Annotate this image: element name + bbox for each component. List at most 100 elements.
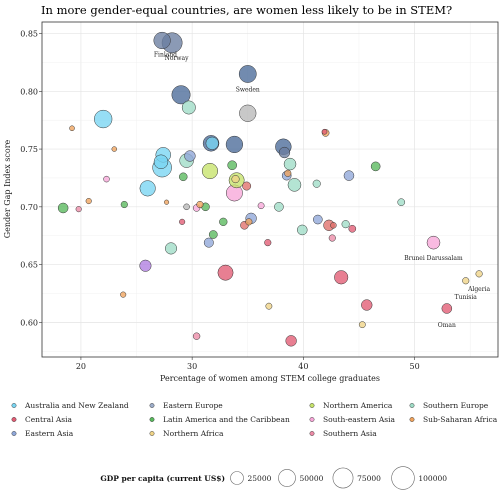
country-point [85,198,92,205]
country-point [225,135,243,154]
country-point [297,224,308,236]
country-point [231,175,240,184]
country-point [245,218,253,226]
country-point [69,125,75,132]
y-tick-label: 0.85 [20,30,38,39]
size-legend-label: 75000 [357,474,381,483]
country-label: Oman [438,322,456,329]
legend-swatch [11,417,17,422]
x-axis-ticks: 20 30 40 50 [76,357,420,371]
country-point [334,270,349,285]
legend-swatch [149,403,155,408]
country-point [178,172,188,182]
legend-label: Sub-Saharan Africa [423,415,498,424]
country-point [111,146,118,152]
country-point [139,180,156,197]
country-point [203,237,214,248]
x-tick-label: 20 [76,362,86,371]
country-point [153,154,169,169]
country-label: Algeria [467,286,490,293]
country-point [227,160,237,171]
country-point [238,65,257,83]
legend-label: Australia and New Zealand [24,401,129,410]
legend-swatch [309,417,315,422]
legend-label: South-eastern Asia [323,415,396,424]
plot-frame [41,21,499,358]
x-tick-label: 50 [409,362,419,371]
legend-swatch [309,403,315,408]
size-legend-circle [332,467,354,489]
country-point [287,178,302,192]
country-label: Norway [165,55,189,62]
country-point [165,242,178,255]
size-legend: GDP per capita (current US$) 25000 50000 75… [100,466,447,490]
country-point [75,206,82,213]
country-label: Tunisia [455,294,478,301]
country-point [475,270,483,278]
legend-swatch [11,403,17,408]
country-point [103,175,110,183]
country-point [94,109,113,129]
country-label: Finland [154,52,177,59]
country-point [370,161,381,172]
country-point [217,264,234,281]
y-tick-label: 0.65 [20,261,38,270]
country-point [139,259,152,272]
legend-swatch [409,417,415,422]
country-point [441,303,453,314]
country-point [120,200,128,209]
legend-label: Northern Africa [163,429,224,438]
country-point [184,150,196,162]
data-points [57,31,483,347]
country-point [462,277,470,285]
size-legend-label: 100000 [418,474,447,483]
region-legend: Australia and New Zealand Central Asia Eas… [11,401,498,438]
country-point [284,169,292,177]
country-point [426,235,441,250]
country-point [348,224,357,233]
country-point [171,85,191,105]
country-point [257,202,265,210]
country-point [397,198,406,207]
country-point [242,181,252,191]
y-tick-label: 0.60 [20,318,38,327]
country-point [343,170,355,181]
size-legend-circle [278,469,296,487]
country-point [278,146,291,159]
country-point [285,335,297,347]
country-point [312,179,321,188]
country-point [264,239,272,247]
x-axis-label: Percentage of women among STEM college g… [160,374,380,383]
country-point [205,136,219,150]
size-legend-circle [230,471,244,485]
size-legend-label: 25000 [248,474,272,483]
legend-swatch [309,431,315,436]
country-point [330,222,337,229]
country-point [179,218,186,225]
country-point [328,234,336,242]
country-point [361,299,373,311]
legend-swatch [409,403,415,408]
x-tick-label: 40 [298,362,308,371]
country-point [153,31,171,50]
country-point [265,302,273,310]
country-point [196,200,204,209]
size-legend-circle [391,466,415,490]
y-tick-label: 0.75 [20,145,38,154]
size-legend-title: GDP per capita (current US$) [100,474,225,483]
country-point [208,230,218,239]
country-point [274,202,284,212]
legend-swatch [149,417,155,422]
size-legend-label: 50000 [300,474,324,483]
country-point [321,128,328,135]
country-point [219,217,228,226]
x-tick-label: 30 [187,362,197,371]
country-point [239,104,257,122]
country-point [313,214,323,225]
country-point [164,199,170,205]
legend-label: Latin America and the Caribbean [163,415,290,424]
country-point [183,203,190,211]
country-point [201,162,218,180]
